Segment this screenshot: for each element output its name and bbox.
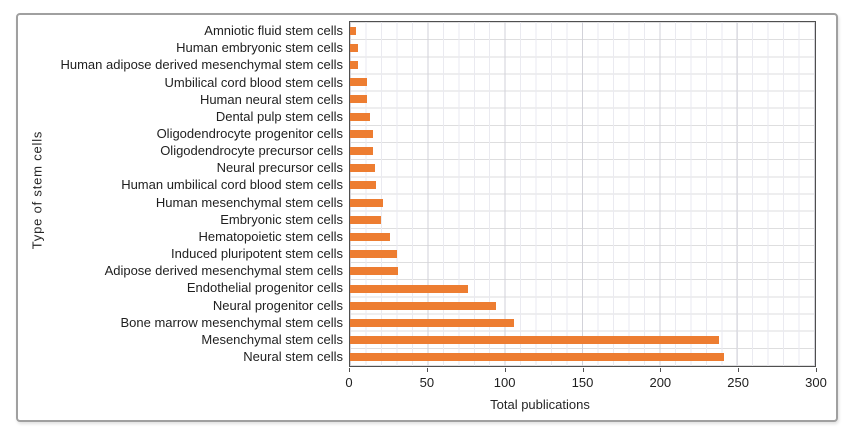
bar (350, 353, 724, 362)
bar (350, 147, 374, 156)
bar (350, 61, 358, 69)
category-label: Amniotic fluid stem cells (204, 23, 343, 39)
bar (350, 198, 383, 207)
category-label: Umbilical cord blood stem cells (164, 74, 343, 90)
bar (350, 95, 368, 104)
bar-row (350, 56, 815, 73)
category-label: Human umbilical cord blood stem cells (121, 177, 343, 193)
category-label: Oligodendrocyte progenitor cells (156, 126, 343, 142)
category-label: Hematopoietic stem cells (198, 228, 344, 244)
bar (350, 112, 371, 121)
plot-area (349, 21, 816, 367)
category-label: Bone marrow mesenchymal stem cells (120, 314, 343, 330)
x-tick-label: 200 (649, 375, 672, 390)
category-label: Adipose derived mesenchymal stem cells (104, 263, 343, 279)
category-label: Human neural stem cells (199, 91, 343, 107)
bar-row (350, 194, 815, 211)
bar (350, 164, 375, 173)
x-tick-mark (426, 368, 428, 372)
bar-row (350, 263, 815, 280)
bar (350, 336, 719, 345)
bar (350, 250, 397, 259)
bar (350, 78, 368, 87)
category-label: Embryonic stem cells (220, 211, 343, 227)
category-label: Dental pulp stem cells (215, 108, 343, 124)
category-label: Endothelial progenitor cells (186, 280, 343, 296)
x-tick-mark (582, 368, 584, 372)
bar-row (350, 74, 815, 91)
bar-row (350, 246, 815, 263)
x-tick-label: 100 (493, 375, 516, 390)
bar (350, 301, 496, 310)
category-label: Induced pluripotent stem cells (171, 246, 343, 262)
bar-row (350, 228, 815, 245)
bar-row (350, 108, 815, 125)
bar (350, 267, 399, 276)
bar-row (350, 280, 815, 297)
x-tick-mark (349, 368, 350, 372)
x-tick-label: 250 (727, 375, 750, 390)
category-labels: Amniotic fluid stem cells Human embryonic… (60, 22, 343, 365)
bar-row (350, 22, 815, 39)
bar-row (350, 314, 815, 331)
x-axis-title: Total publications (490, 397, 590, 412)
bar (350, 233, 391, 242)
bar-row (350, 125, 815, 142)
category-label: Neural stem cells (243, 349, 343, 365)
bar-row (350, 142, 815, 159)
bar (350, 181, 377, 190)
bar-row (350, 297, 815, 314)
category-label: Mesenchymal stem cells (201, 331, 343, 347)
bar-row (350, 39, 815, 56)
bar-row (350, 91, 815, 108)
category-label: Neural progenitor cells (212, 297, 343, 313)
bar-row (350, 160, 815, 177)
bar (350, 26, 357, 35)
category-label: Human mesenchymal stem cells (155, 194, 343, 210)
x-tick-mark (660, 368, 662, 372)
bar (350, 319, 515, 328)
bar-row (350, 177, 815, 194)
x-tick-label: 50 (419, 375, 435, 390)
category-label: Neural precursor cells (216, 160, 343, 176)
bar (350, 284, 468, 293)
bar-row (350, 349, 815, 366)
category-label: Human adipose derived mesenchymal stem c… (60, 57, 343, 73)
bar-row (350, 332, 815, 349)
x-tick-label: 150 (571, 375, 594, 390)
bar-row (350, 211, 815, 228)
category-label: Human embryonic stem cells (176, 40, 343, 56)
bar (350, 43, 358, 52)
bar (350, 129, 374, 138)
x-tick-label: 300 (805, 375, 827, 390)
x-tick-label: 0 (345, 375, 353, 390)
y-axis-title: Type of stem cells (29, 130, 45, 250)
category-label: Oligodendrocyte precursor cells (160, 143, 343, 159)
x-axis-ticks: 0 50 100 150 200 250 300 (345, 368, 827, 394)
x-tick-mark (738, 368, 740, 372)
x-tick-mark (504, 368, 506, 372)
x-tick-mark (816, 368, 817, 372)
bar (350, 215, 381, 224)
